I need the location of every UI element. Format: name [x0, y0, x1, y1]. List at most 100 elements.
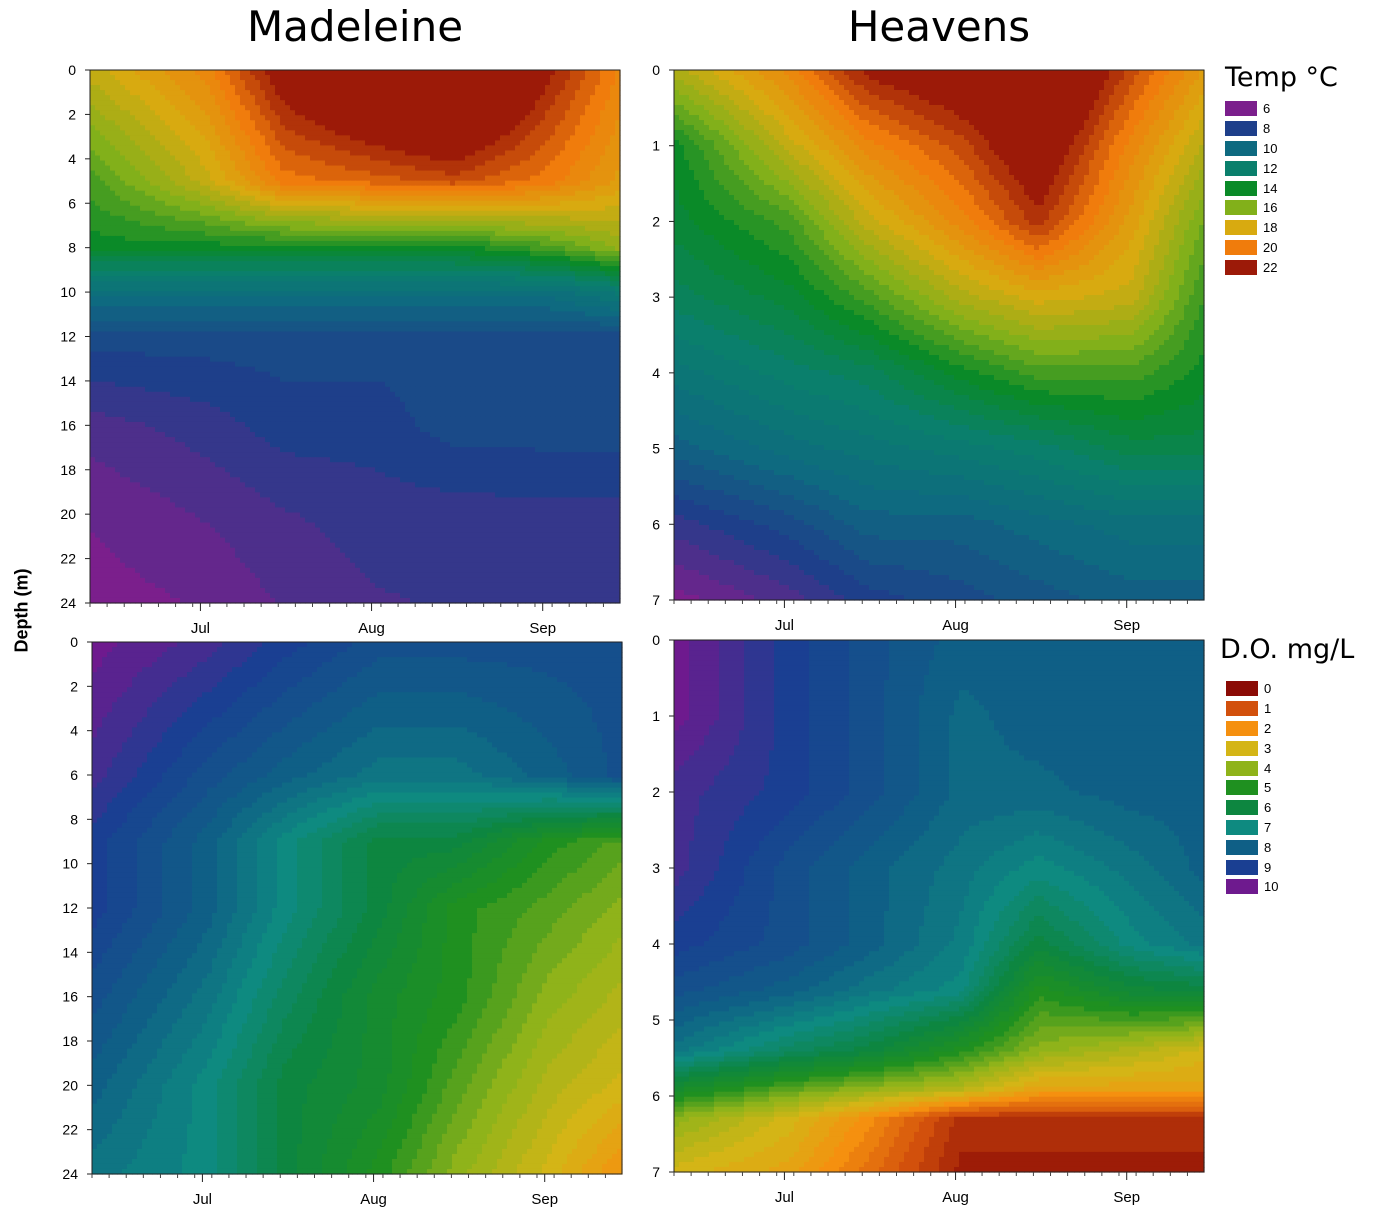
madeleine-temp-cell	[435, 70, 441, 76]
madeleine-temp-cell	[335, 210, 341, 217]
madeleine-temp-cell	[390, 150, 396, 157]
madeleine-temp-cell	[355, 210, 361, 217]
madeleine-temp-cell	[510, 110, 516, 116]
madeleine-temp-cell	[540, 140, 546, 147]
madeleine-temp-cell	[460, 150, 466, 157]
madeleine-temp-cell	[560, 185, 566, 192]
madeleine-temp-cell	[300, 140, 306, 147]
madeleine-temp-cell	[225, 175, 231, 182]
madeleine-temp-cell	[280, 120, 286, 126]
madeleine-temp-cell	[185, 100, 191, 106]
madeleine-temp-cell	[115, 235, 121, 242]
madeleine-temp-cell	[200, 155, 206, 162]
madeleine-temp-cell	[210, 261, 216, 267]
madeleine-temp-cell	[450, 245, 456, 252]
madeleine-temp-cell	[125, 95, 131, 101]
madeleine-temp-cell	[430, 105, 436, 111]
madeleine-temp-cell	[555, 90, 561, 96]
madeleine-temp-cell	[335, 276, 341, 282]
madeleine-temp-cell	[530, 115, 536, 121]
madeleine-temp-cell	[250, 155, 256, 162]
madeleine-temp-cell	[460, 271, 466, 277]
madeleine-temp-cell	[150, 90, 156, 96]
madeleine-temp-cell	[180, 165, 186, 172]
madeleine-temp-cell	[470, 110, 476, 116]
madeleine-temp-cell	[530, 251, 536, 257]
madeleine-temp-cell	[425, 261, 431, 267]
madeleine-temp-cell	[140, 261, 146, 267]
madeleine-temp-cell	[255, 150, 261, 157]
madeleine-temp-cell	[100, 160, 106, 167]
madeleine-temp-cell	[535, 205, 541, 212]
madeleine-temp-cell	[215, 120, 221, 126]
madeleine-temp-cell	[585, 301, 591, 307]
madeleine-temp-cell	[555, 251, 561, 257]
madeleine-temp-cell	[535, 95, 541, 101]
madeleine-temp-cell	[375, 205, 381, 212]
madeleine-temp-cell	[415, 70, 421, 76]
madeleine-temp-cell	[465, 120, 471, 126]
madeleine-temp-cell	[580, 195, 586, 202]
madeleine-temp-cell	[450, 150, 456, 157]
madeleine-temp-cell	[560, 130, 566, 136]
madeleine-temp-cell	[445, 225, 451, 232]
madeleine-temp-cell	[155, 195, 161, 202]
madeleine-temp-cell	[245, 140, 251, 147]
madeleine-temp-cell	[555, 170, 561, 177]
madeleine-temp-cell	[195, 296, 201, 302]
madeleine-temp-cell	[155, 165, 161, 172]
madeleine-temp-cell	[365, 281, 371, 287]
madeleine-temp-cell	[615, 210, 621, 217]
madeleine-temp-cell	[570, 256, 576, 262]
madeleine-temp-cell	[245, 150, 251, 157]
madeleine-temp-cell	[195, 110, 201, 116]
madeleine-temp-cell	[150, 150, 156, 157]
madeleine-temp-cell	[395, 256, 401, 262]
madeleine-temp-cell	[305, 90, 311, 96]
madeleine-temp-cell	[500, 215, 506, 222]
madeleine-temp-cell	[130, 251, 136, 257]
madeleine-temp-cell	[430, 200, 436, 207]
madeleine-temp-cell	[305, 301, 311, 307]
madeleine-temp-cell	[160, 130, 166, 136]
madeleine-temp-cell	[405, 296, 411, 302]
madeleine-temp-cell	[190, 100, 196, 106]
madeleine-temp-cell	[315, 170, 321, 177]
madeleine-temp-cell	[470, 150, 476, 157]
madeleine-temp-cell	[565, 235, 571, 242]
madeleine-temp-cell	[315, 180, 321, 187]
madeleine-temp-cell	[425, 190, 431, 197]
madeleine-temp-cell	[130, 180, 136, 187]
madeleine-temp-cell	[410, 165, 416, 172]
madeleine-temp-cell	[130, 70, 136, 76]
madeleine-temp-cell	[475, 95, 481, 101]
madeleine-temp-cell	[180, 135, 186, 141]
madeleine-temp-cell	[260, 215, 266, 222]
madeleine-temp-cell	[205, 180, 211, 187]
madeleine-temp-cell	[110, 200, 116, 207]
madeleine-temp-cell	[290, 251, 296, 257]
madeleine-temp-cell	[365, 180, 371, 187]
madeleine-temp-cell	[415, 301, 421, 307]
madeleine-temp-cell	[125, 80, 131, 86]
madeleine-temp-cell	[500, 155, 506, 162]
madeleine-temp-cell	[110, 245, 116, 252]
madeleine-temp-cell	[445, 105, 451, 111]
madeleine-temp-cell	[280, 155, 286, 162]
madeleine-temp-cell	[530, 130, 536, 136]
madeleine-temp-cell	[105, 165, 111, 172]
madeleine-temp-cell	[420, 85, 426, 91]
madeleine-temp-cell	[570, 185, 576, 192]
madeleine-temp-cell	[455, 200, 461, 207]
madeleine-temp-cell	[290, 160, 296, 167]
madeleine-temp-cell	[275, 291, 281, 297]
madeleine-temp-cell	[370, 256, 376, 262]
madeleine-temp-cell	[145, 230, 151, 237]
madeleine-temp-cell	[185, 150, 191, 157]
madeleine-temp-cell	[210, 115, 216, 121]
madeleine-temp-cell	[150, 291, 156, 297]
madeleine-temp-cell	[465, 160, 471, 167]
madeleine-temp-cell	[475, 266, 481, 272]
madeleine-temp-cell	[110, 281, 116, 287]
madeleine-temp-cell	[235, 130, 241, 136]
